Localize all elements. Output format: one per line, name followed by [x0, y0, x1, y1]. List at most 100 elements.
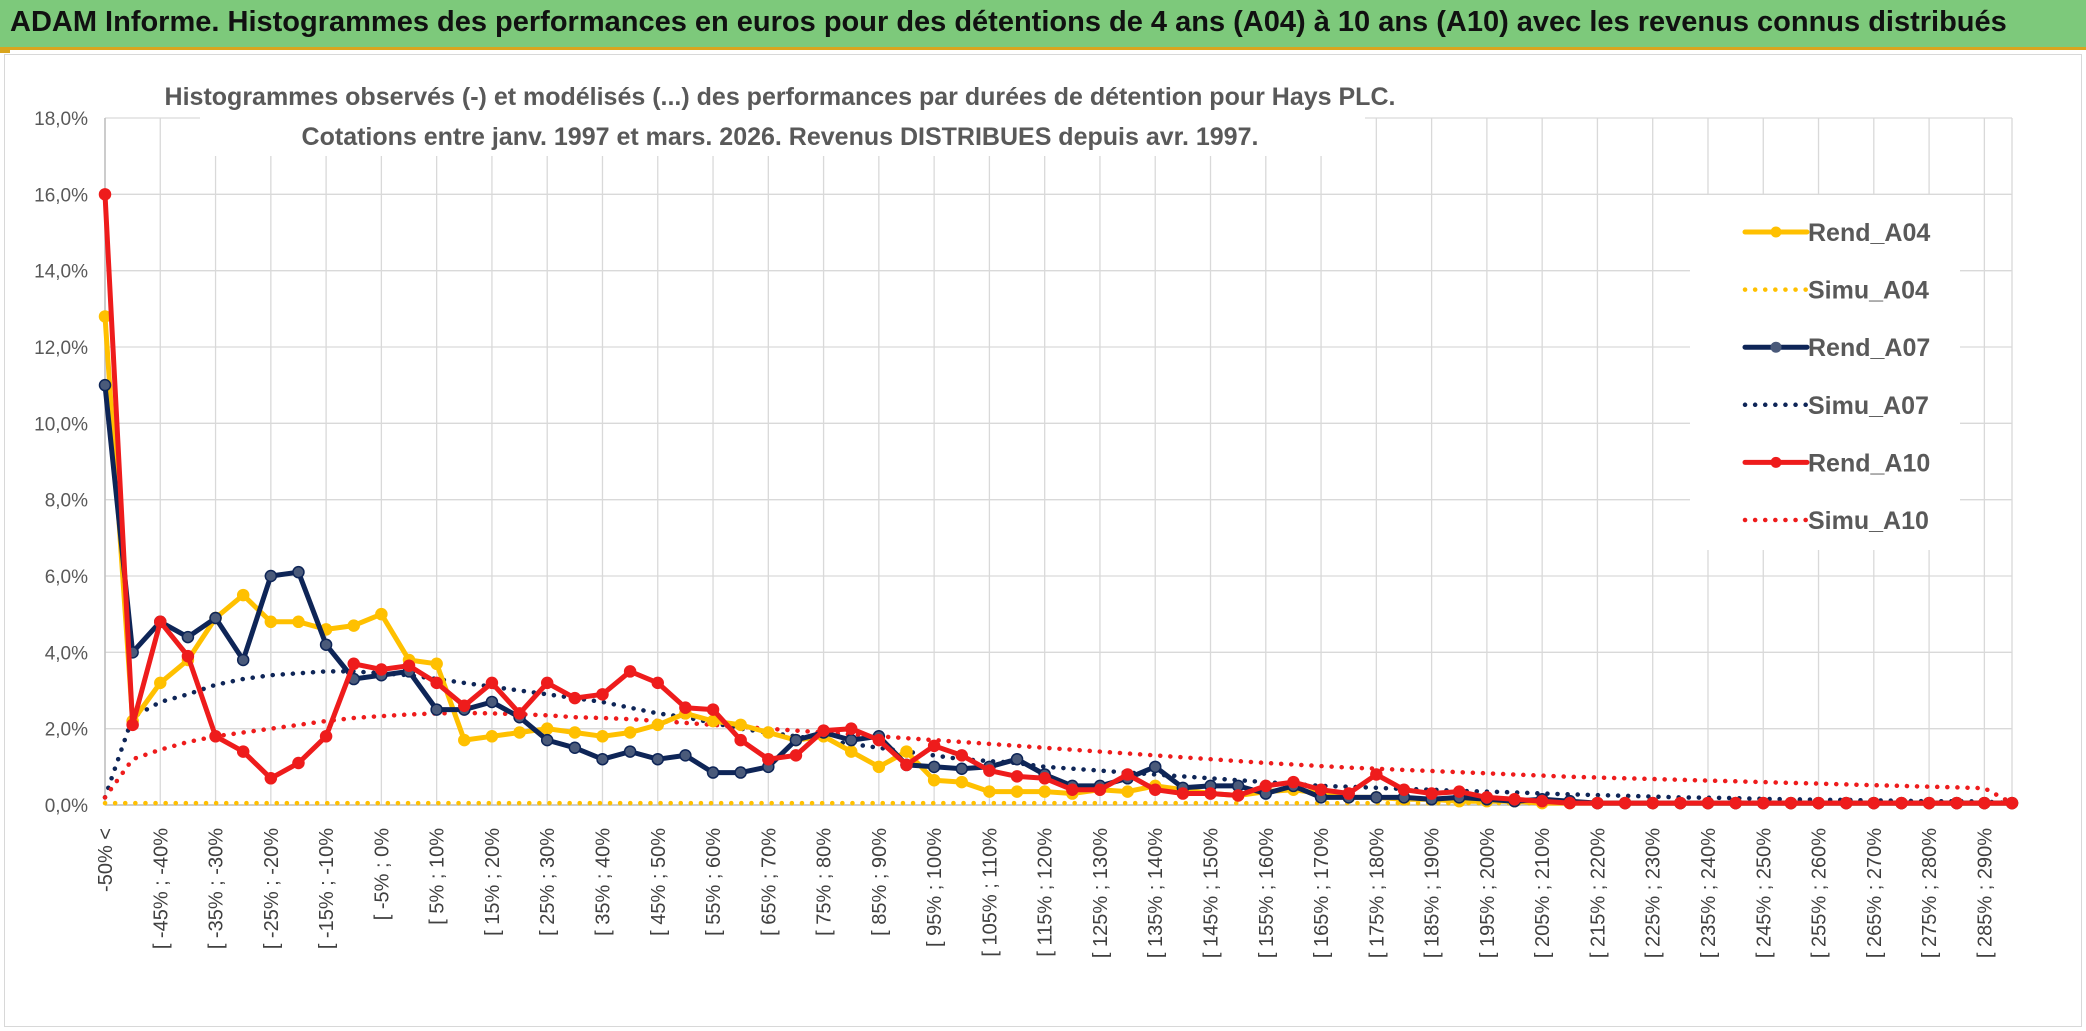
data-point-rend_a04 [762, 726, 775, 739]
x-tick-label: [ 185% ; 190% [1422, 828, 1444, 958]
data-point-rend_a10 [734, 733, 747, 747]
data-point-rend_a10 [375, 663, 388, 676]
data-point-rend_a10 [651, 676, 665, 690]
data-point-rend_a10 [817, 724, 830, 737]
x-tick-label: [ 135% ; 140% [1145, 828, 1167, 958]
chart-title-line-2: Cotations entre janv. 1997 et mars. 2026… [302, 123, 1259, 151]
report-banner: ADAM Informe. Histogrammes des performan… [0, 0, 2086, 50]
data-point-rend_a04 [540, 722, 554, 735]
data-point-rend_a10 [1425, 787, 1438, 800]
x-tick-label: [ 145% ; 150% [1201, 828, 1223, 958]
data-point-rend_a04 [983, 785, 996, 798]
data-point-rend_a10 [126, 718, 139, 732]
data-point-rend_a07 [1010, 752, 1024, 766]
y-tick-label: 0,0% [45, 796, 88, 817]
x-tick-label: [ 55% ; 60% [703, 828, 725, 936]
data-point-rend_a07 [98, 378, 112, 392]
series-line-simu_a10 [102, 710, 2015, 806]
data-point-rend_a04 [955, 775, 969, 789]
y-tick-label: 14,0% [34, 262, 88, 283]
data-point-rend_a10 [983, 764, 996, 777]
data-point-rend_a10 [181, 649, 195, 663]
data-point-rend_a07 [1370, 791, 1383, 804]
data-point-rend_a10 [236, 745, 250, 758]
data-point-rend_a04 [872, 760, 886, 774]
data-point-rend_a10 [844, 722, 858, 735]
data-point-rend_a07 [651, 752, 665, 766]
data-point-rend_a10 [596, 688, 609, 701]
x-tick-label: [ 155% ; 160% [1256, 828, 1278, 958]
data-point-rend_a10 [1508, 793, 1521, 806]
chart-series [98, 188, 2019, 810]
x-tick-label: [ 265% ; 270% [1864, 828, 1886, 958]
data-point-rend_a10 [319, 730, 333, 743]
data-point-rend_a04 [623, 726, 637, 739]
data-point-rend_a10 [430, 676, 443, 690]
legend-background [1690, 195, 1960, 550]
data-point-rend_a04 [264, 615, 278, 629]
data-point-rend_a04 [844, 745, 858, 758]
data-point-rend_a07 [319, 638, 333, 651]
data-point-rend_a10 [1701, 796, 1715, 810]
data-point-rend_a04 [1010, 785, 1024, 798]
data-point-rend_a10 [292, 756, 305, 770]
legend-label-simu_a07: Simu_A07 [1808, 392, 1929, 420]
y-axis-ticks: 0,0% 2,0% 4,0% 6,0% 8,0% 10,0% 12,0% 14,0% 16,0%… [34, 109, 88, 817]
chart-title-line-1: Histogrammes observés (-) et modélisés (… [165, 83, 1396, 111]
legend-label-rend_a07: Rend_A07 [1808, 334, 1930, 362]
legend-marker-rend_a07 [1770, 341, 1782, 353]
data-point-rend_a10 [1535, 794, 1549, 808]
data-point-rend_a04 [596, 730, 609, 743]
data-point-rend_a10 [1646, 796, 1659, 810]
y-tick-label: 2,0% [45, 720, 88, 741]
y-tick-label: 18,0% [34, 109, 88, 130]
x-tick-label: [ 95% ; 100% [924, 828, 946, 947]
data-point-rend_a10 [1121, 768, 1134, 781]
y-tick-label: 8,0% [45, 491, 88, 512]
data-point-rend_a10 [1314, 783, 1328, 796]
x-tick-label: [ 75% ; 80% [814, 828, 836, 936]
data-point-rend_a10 [458, 699, 471, 713]
data-point-rend_a04 [734, 718, 747, 732]
data-point-rend_a10 [1176, 787, 1190, 800]
data-point-rend_a07 [844, 733, 858, 747]
data-point-rend_a04 [1038, 785, 1051, 798]
data-point-rend_a04 [375, 607, 388, 621]
x-tick-label: [ -35% ; -30% [206, 828, 228, 949]
x-tick-label: [ 195% ; 200% [1477, 828, 1499, 958]
data-point-rend_a10 [623, 665, 637, 678]
data-point-rend_a07 [927, 760, 941, 774]
data-point-rend_a10 [1452, 785, 1466, 798]
data-point-rend_a07 [679, 749, 692, 762]
chart-legend: Rend_A04 Simu_A04 Rend_A07 Simu_A07 Rend_A10… [1742, 219, 1930, 535]
data-point-rend_a10 [1231, 789, 1245, 802]
data-point-rend_a07 [485, 695, 499, 709]
data-point-rend_a04 [900, 745, 913, 758]
data-point-rend_a10 [513, 707, 526, 720]
data-point-rend_a10 [1093, 783, 1107, 796]
y-tick-label: 4,0% [45, 643, 88, 664]
data-point-rend_a07 [955, 762, 969, 775]
x-tick-label: -50% < [95, 828, 117, 892]
x-tick-label: [ 275% ; 280% [1919, 828, 1941, 958]
legend-label-rend_a10: Rend_A10 [1808, 449, 1930, 477]
data-point-rend_a10 [264, 772, 278, 785]
x-tick-label: [ 85% ; 90% [869, 828, 891, 936]
x-tick-label: [ 35% ; 40% [592, 828, 614, 936]
data-point-rend_a10 [1563, 796, 1577, 810]
x-tick-label: [ -45% ; -40% [150, 828, 172, 949]
data-point-rend_a10 [347, 657, 360, 671]
data-point-rend_a07 [292, 565, 305, 579]
data-point-rend_a10 [1342, 787, 1355, 800]
data-point-rend_a10 [1370, 768, 1383, 781]
data-point-rend_a10 [1950, 796, 1963, 810]
data-point-rend_a04 [292, 615, 305, 629]
data-point-rend_a07 [568, 741, 582, 754]
x-tick-label: [ 25% ; 30% [537, 828, 559, 936]
x-tick-label: [ 15% ; 20% [482, 828, 504, 936]
data-point-rend_a10 [154, 615, 167, 629]
x-tick-label: [ 225% ; 230% [1643, 828, 1665, 958]
data-point-rend_a04 [236, 588, 250, 602]
series-line-rend_a10 [102, 191, 2015, 806]
